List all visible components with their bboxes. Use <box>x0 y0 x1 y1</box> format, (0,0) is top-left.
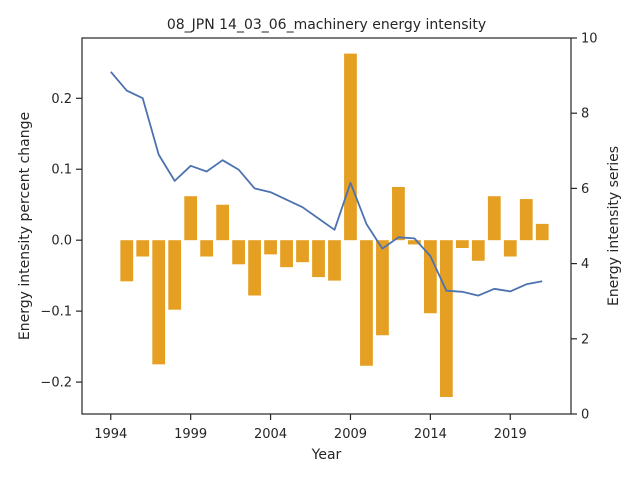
bar <box>216 204 230 241</box>
bar <box>248 240 261 296</box>
bar <box>519 199 533 241</box>
plot-frame <box>81 37 572 415</box>
chart-title: 08_JPN 14_03_06_machinery energy intensi… <box>167 17 486 33</box>
bar <box>376 240 389 336</box>
left-y-tick-label: 0.0 <box>51 234 72 249</box>
bar <box>168 240 182 310</box>
bar <box>471 240 485 261</box>
left-y-tick-label: 0.2 <box>51 92 72 107</box>
x-tick-label: 2004 <box>254 427 287 442</box>
bar <box>136 240 150 257</box>
x-tick-label: 1999 <box>174 427 207 442</box>
right-y-tick-label: 6 <box>581 182 589 197</box>
right-y-tick-label: 10 <box>581 32 598 47</box>
right-y-tick-label: 0 <box>581 408 589 423</box>
left-y-tick-label: −0.2 <box>40 376 72 391</box>
bar <box>535 223 549 241</box>
series-line <box>110 71 543 297</box>
bar <box>280 240 293 268</box>
line-series-layer <box>110 71 543 297</box>
bar <box>423 240 437 314</box>
axes: 1994 1999 2004 2009 2014 2019 −0.2 −0.1 0.0 0.1 0.… <box>40 32 597 443</box>
bar <box>439 240 453 397</box>
right-y-tick-label: 4 <box>581 257 589 272</box>
bar <box>503 240 517 257</box>
right-y-axis-title: Energy intensity series <box>606 146 622 306</box>
left-y-axis-title: Energy intensity percent change <box>17 112 33 340</box>
x-tick-label: 1994 <box>94 427 127 442</box>
bar-series <box>120 53 549 397</box>
left-y-tick-label: −0.1 <box>40 305 72 320</box>
bar <box>312 240 325 278</box>
x-tick-label: 2009 <box>334 427 367 442</box>
x-axis-title: Year <box>311 447 342 463</box>
bar <box>360 240 373 366</box>
bar <box>408 240 421 245</box>
bar <box>264 240 277 255</box>
bar <box>344 53 357 241</box>
bar <box>232 240 245 265</box>
left-y-tick-label: 0.1 <box>51 163 72 178</box>
bar <box>328 240 341 281</box>
x-tick-label: 2014 <box>414 427 447 442</box>
bar <box>296 240 309 263</box>
bar <box>455 240 469 248</box>
bar <box>152 240 166 365</box>
bar <box>487 196 501 241</box>
bar <box>200 240 214 257</box>
x-tick-label: 2019 <box>494 427 527 442</box>
bar <box>120 240 134 282</box>
right-y-tick-label: 8 <box>581 107 589 122</box>
bar <box>184 196 198 241</box>
bar <box>392 186 405 241</box>
right-y-tick-label: 2 <box>581 332 589 347</box>
